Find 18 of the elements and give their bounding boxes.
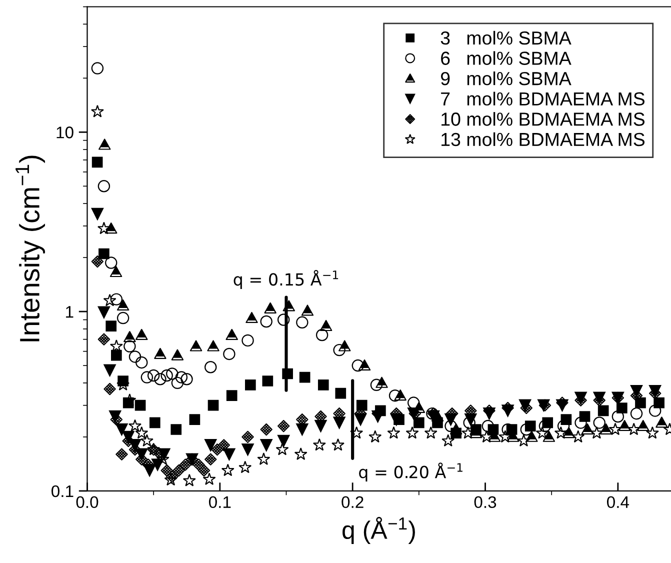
x-tick-label: 0.2 xyxy=(342,496,364,508)
annotation: q = 0.20 Å$^{−1}$ xyxy=(359,462,462,482)
legend-label: 6 mol% SBMA xyxy=(441,51,572,65)
x-tick-label: 0.1 xyxy=(208,496,231,508)
legend-label: 9 mol% SBMA xyxy=(440,71,572,86)
legend-label: 13 mol% BDMAEMA MS xyxy=(442,132,645,146)
annotation: q = 0.15 Å$^{−1}$ xyxy=(234,270,338,289)
y-tick-label: 1 xyxy=(66,306,74,318)
y-tick-label: 10 xyxy=(56,126,74,138)
x-tick-label: 0.4 xyxy=(607,496,630,508)
x-axis-title: q (Å$^{−1}$) xyxy=(342,516,415,544)
y-tick-label: 0.1 xyxy=(52,485,74,498)
legend-label: 3 mol% SBMA xyxy=(440,30,572,45)
legend-label: 7 mol% BDMAEMA MS xyxy=(441,92,644,106)
x-tick-label: 0.3 xyxy=(474,496,496,508)
x-tick-label: 0.0 xyxy=(76,496,98,508)
y-axis-title: Intensity (cm$^{−1}$) xyxy=(16,156,46,342)
legend-label: 10 mol% BDMAEMA MS xyxy=(442,112,645,126)
